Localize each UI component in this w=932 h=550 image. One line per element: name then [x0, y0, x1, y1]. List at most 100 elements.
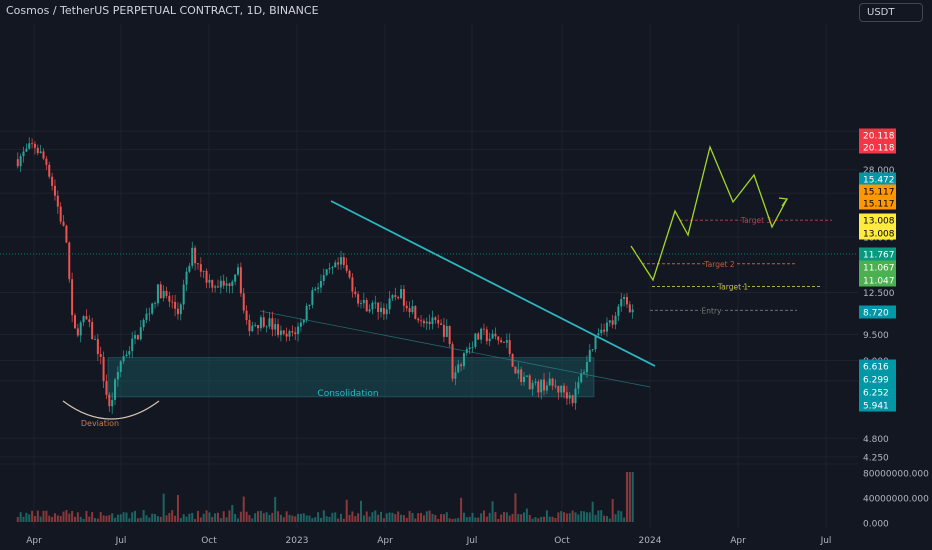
deviation-label: Deviation	[81, 419, 119, 428]
candle-body	[531, 382, 534, 390]
volume-bar	[468, 516, 471, 522]
projection-line	[630, 144, 788, 282]
volume-bar	[185, 516, 188, 522]
level-label: Target 3	[740, 216, 772, 225]
volume-bar	[53, 513, 56, 522]
volume-bar	[345, 499, 348, 522]
candle-body	[79, 322, 82, 336]
volume-bar	[96, 518, 99, 522]
deviation-marker: Deviation	[62, 400, 160, 428]
volume-bar	[325, 516, 328, 522]
candle-body	[156, 284, 159, 304]
volume-bar	[305, 515, 308, 522]
volume-bar	[385, 513, 388, 522]
time-tick-label: Apr	[730, 536, 746, 546]
currency-button[interactable]: USDT	[859, 3, 923, 22]
volume-bar	[608, 518, 611, 522]
candle-body	[36, 147, 39, 154]
candle-body	[311, 290, 314, 305]
candle-body	[528, 375, 531, 390]
candle-body	[211, 279, 214, 288]
price-tag-label: 13.008	[863, 230, 895, 240]
candles	[16, 137, 634, 414]
candle-body	[345, 264, 348, 271]
candle-body	[162, 290, 165, 299]
volume-bar	[420, 512, 423, 522]
candle-body	[368, 309, 371, 312]
volume-bar	[434, 515, 437, 522]
volume-bar	[585, 512, 588, 522]
volume-bar	[219, 518, 222, 522]
candle-body	[88, 319, 91, 322]
time-tick-label: Jul	[820, 536, 832, 546]
deviation-arc	[62, 400, 160, 420]
volume-bar	[382, 518, 385, 522]
volume-bar	[557, 512, 560, 522]
volume-bar	[482, 510, 485, 522]
volume-bar	[62, 511, 65, 522]
candle-body	[408, 308, 411, 313]
candle-body	[571, 395, 574, 404]
candle-body	[354, 291, 357, 295]
candle-body	[545, 385, 548, 391]
candle-body	[514, 366, 517, 374]
candle-body	[628, 304, 631, 313]
candle-body	[440, 323, 443, 325]
price-tag	[859, 128, 896, 142]
candle-body	[351, 277, 354, 292]
candle-body	[348, 270, 351, 278]
volume-bar	[148, 517, 151, 522]
volume-bar	[494, 512, 497, 522]
candle-body	[563, 385, 566, 393]
candle-body	[460, 364, 463, 367]
time-tick-label: Oct	[554, 536, 570, 546]
time-axis: Apr Jul Oct 2023 Apr Jul Oct 2024 Apr Jul	[26, 536, 831, 546]
volume-bar	[560, 511, 563, 522]
candle-body	[102, 356, 105, 382]
volume-bar	[342, 518, 345, 522]
candle-body	[317, 287, 320, 289]
candle-body	[445, 326, 448, 337]
candle-body	[477, 333, 480, 340]
candle-body	[202, 270, 205, 272]
time-tick-label: Jul	[115, 536, 127, 546]
volume-bar	[397, 511, 400, 522]
volume-bar	[79, 516, 82, 522]
candle-body	[537, 381, 540, 393]
volume-bar	[82, 518, 85, 522]
volume-bar	[508, 515, 511, 522]
candle-body	[454, 372, 457, 379]
volume-bar	[362, 515, 365, 522]
price-tick-label: 28.000	[863, 166, 895, 176]
candle-body	[234, 274, 237, 282]
candle-body	[216, 286, 219, 288]
volume-bar	[351, 511, 354, 522]
volume-bar	[33, 516, 36, 522]
grid	[0, 24, 858, 528]
candle-body	[279, 330, 282, 336]
volume-bar	[417, 513, 420, 522]
candle-body	[357, 294, 360, 304]
volume-bar	[88, 516, 91, 522]
candle-body	[543, 379, 546, 391]
candle-body	[494, 333, 497, 337]
volume-bar	[523, 512, 526, 522]
candle-body	[154, 303, 157, 305]
volume-bar	[319, 517, 322, 522]
candle-body	[319, 280, 322, 288]
volume-bar	[94, 518, 97, 522]
candle-body	[414, 306, 417, 319]
volume-bar	[145, 515, 148, 522]
level-label: Target 2	[703, 260, 735, 269]
candle-body	[614, 315, 617, 325]
volume-bar	[528, 514, 531, 522]
volume-bar	[136, 518, 139, 522]
volume-bar	[431, 513, 434, 522]
price-tag	[859, 359, 896, 373]
candle-body	[185, 271, 188, 285]
volume-bar	[588, 512, 591, 522]
volume-bar	[563, 512, 566, 522]
volume-bar	[211, 516, 214, 522]
